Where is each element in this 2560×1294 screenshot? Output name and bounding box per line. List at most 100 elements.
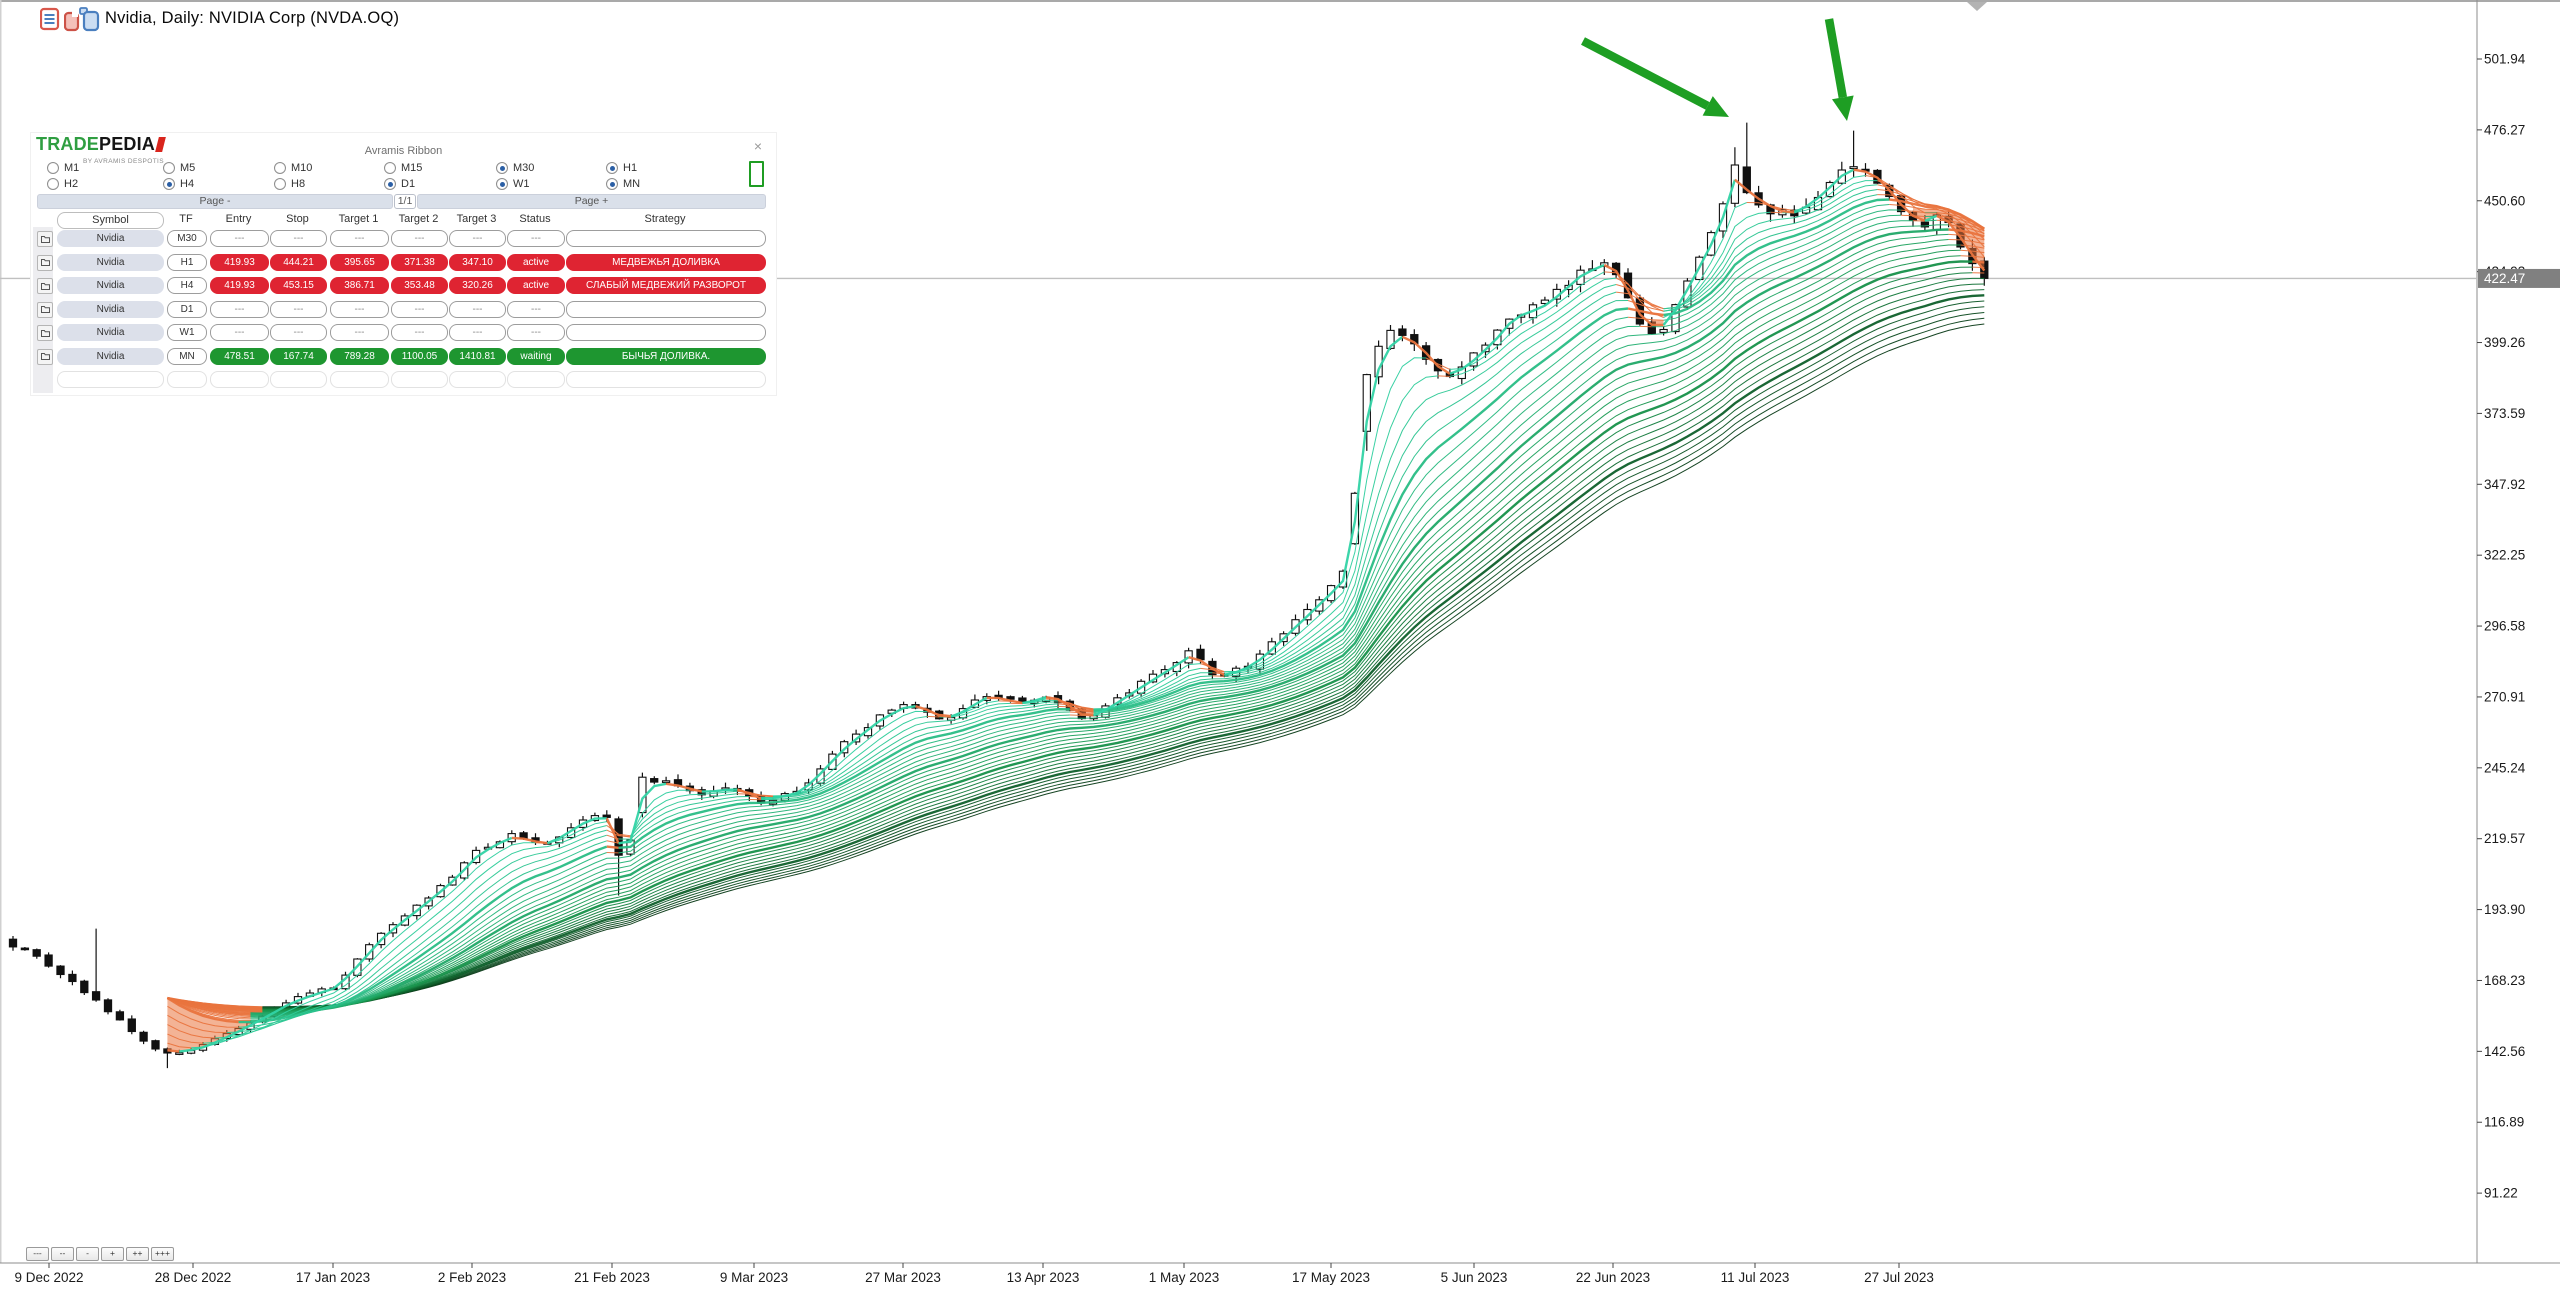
cell-empty xyxy=(270,371,327,388)
chart-title: Nvidia, Daily: NVIDIA Corp (NVDA.OQ) xyxy=(105,9,400,27)
cell-timeframe xyxy=(167,371,207,388)
arrowhead-icon xyxy=(1702,96,1729,117)
price-axis-label: 245.24 xyxy=(2484,760,2526,775)
annotation-arrow xyxy=(1581,37,1710,110)
cell-symbol[interactable]: Nvidia xyxy=(57,253,164,271)
folder-button[interactable] xyxy=(37,231,53,247)
cell-empty xyxy=(566,371,766,388)
bull-candle xyxy=(1600,262,1609,267)
bear-candle xyxy=(103,999,113,1013)
folder-button[interactable] xyxy=(37,278,53,294)
page-next-button[interactable]: Page + xyxy=(417,194,766,209)
date-axis-label: 13 Apr 2023 xyxy=(1007,1270,1080,1285)
radio-icon xyxy=(47,162,59,175)
bear-candle xyxy=(139,1031,148,1042)
date-axis-label: 11 Jul 2023 xyxy=(1721,1270,1790,1285)
cell-target-3: 320.26 xyxy=(449,277,506,294)
date-axis-label: 17 May 2023 xyxy=(1292,1270,1370,1285)
cell-status: --- xyxy=(507,324,565,341)
chart-zoom-button[interactable]: ++ xyxy=(126,1247,149,1261)
bear-candle xyxy=(1018,697,1027,703)
price-axis-label: 270.91 xyxy=(2484,689,2525,704)
timeframe-radio-M1[interactable]: M1 xyxy=(47,162,79,175)
chart-zoom-button[interactable]: +++ xyxy=(151,1247,174,1261)
timeframe-radio-M5[interactable]: M5 xyxy=(163,162,195,175)
timeframe-radio-H4[interactable]: H4 xyxy=(163,178,194,191)
bear-candle xyxy=(1920,221,1930,228)
price-axis-label: 476.27 xyxy=(2484,122,2525,137)
date-axis-label: 2 Feb 2023 xyxy=(438,1270,506,1285)
logo-text-green: TRADE xyxy=(36,134,99,154)
bear-candle xyxy=(1196,648,1205,661)
bear-candle xyxy=(151,1040,160,1050)
tradepedia-logo: TRADEPEDIA BY AVRAMIS DESPOTIS xyxy=(36,134,166,171)
timeframe-radio-M10[interactable]: M10 xyxy=(274,162,312,175)
price-axis-label: 501.94 xyxy=(2484,52,2526,67)
bear-candle xyxy=(44,954,53,967)
date-axis-label: 17 Jan 2023 xyxy=(296,1270,370,1285)
cell-target-2: --- xyxy=(391,230,448,247)
folder-button[interactable] xyxy=(37,348,53,365)
folder-button[interactable] xyxy=(37,325,53,341)
cell-timeframe: M30 xyxy=(167,230,207,247)
column-header-tf: TF xyxy=(179,213,193,225)
chart-zoom-button[interactable]: --- xyxy=(26,1247,49,1261)
timeframe-radio-M15[interactable]: M15 xyxy=(384,162,422,175)
cell-stop: --- xyxy=(270,324,327,341)
cell-strategy: МЕДВЕЖЬЯ ДОЛИВКА xyxy=(566,253,766,271)
timeframe-radio-MN[interactable]: MN xyxy=(606,178,640,191)
cell-symbol[interactable]: Nvidia xyxy=(57,230,164,247)
chart-window-icon[interactable] xyxy=(64,7,102,33)
folder-button[interactable] xyxy=(37,254,53,271)
bull-candle xyxy=(1184,650,1193,664)
panel-status-rect-icon xyxy=(749,161,764,187)
cell-symbol[interactable]: Nvidia xyxy=(57,277,164,294)
price-scale[interactable]: 501.94476.27450.60424.93399.26373.59347.… xyxy=(14,52,2560,1286)
quotes-list-icon[interactable] xyxy=(40,7,60,31)
radio-icon xyxy=(163,162,175,175)
chart-zoom-button[interactable]: -- xyxy=(51,1247,74,1261)
close-icon[interactable]: × xyxy=(753,138,762,154)
cell-status: waiting xyxy=(507,347,565,365)
chart-zoom-button[interactable]: + xyxy=(101,1247,124,1261)
price-axis-label: 322.25 xyxy=(2484,548,2525,563)
timeframe-radio-M30[interactable]: M30 xyxy=(496,162,534,175)
cell-status: active xyxy=(507,253,565,271)
cell-status: --- xyxy=(507,300,565,318)
radio-icon xyxy=(496,162,508,175)
cell-target-1: 386.71 xyxy=(330,277,389,294)
annotation-arrow xyxy=(1824,18,1848,99)
bull-candle xyxy=(175,1052,184,1055)
table-row: Nvidia W1 --- --- --- --- --- --- xyxy=(31,324,776,341)
page-prev-button[interactable]: Page - xyxy=(37,194,393,209)
cell-timeframe: W1 xyxy=(167,324,207,341)
cell-target-1: --- xyxy=(330,300,389,318)
cell-target-3: 347.10 xyxy=(449,253,506,271)
cell-symbol[interactable]: Nvidia xyxy=(57,300,164,318)
cell-target-3: --- xyxy=(449,300,506,318)
cell-timeframe: H1 xyxy=(167,253,207,271)
chart-zoom-button[interactable]: - xyxy=(76,1247,99,1261)
chart-zoom-toolbar: --- -- - + ++ +++ xyxy=(26,1247,176,1265)
cell-target-1: --- xyxy=(330,230,389,247)
avramis-ribbon-panel: TRADEPEDIA BY AVRAMIS DESPOTIS Avramis R… xyxy=(30,132,777,396)
column-header-strategy: Strategy xyxy=(644,213,686,225)
bear-candle xyxy=(32,949,41,957)
cell-empty xyxy=(449,371,506,388)
timeframe-radio-H1[interactable]: H1 xyxy=(606,162,637,175)
cell-target-1: --- xyxy=(330,324,389,341)
column-header-entry: Entry xyxy=(225,213,252,225)
cell-symbol[interactable]: Nvidia xyxy=(57,347,164,365)
timeframe-radio-W1[interactable]: W1 xyxy=(496,178,530,191)
timeframe-radio-H2[interactable]: H2 xyxy=(47,178,78,191)
timeframe-radio-D1[interactable]: D1 xyxy=(384,178,415,191)
table-row: Nvidia H1 419.93 444.21 395.65 371.38 347.10 ac… xyxy=(31,253,776,271)
timeframe-radio-H8[interactable]: H8 xyxy=(274,178,305,191)
bear-candle xyxy=(8,938,18,948)
chart-shift-marker-icon[interactable] xyxy=(1967,2,1987,11)
folder-button[interactable] xyxy=(37,301,53,318)
bear-candle xyxy=(1742,166,1751,194)
cell-symbol[interactable]: Nvidia xyxy=(57,324,164,341)
cell-target-2: --- xyxy=(391,300,448,318)
